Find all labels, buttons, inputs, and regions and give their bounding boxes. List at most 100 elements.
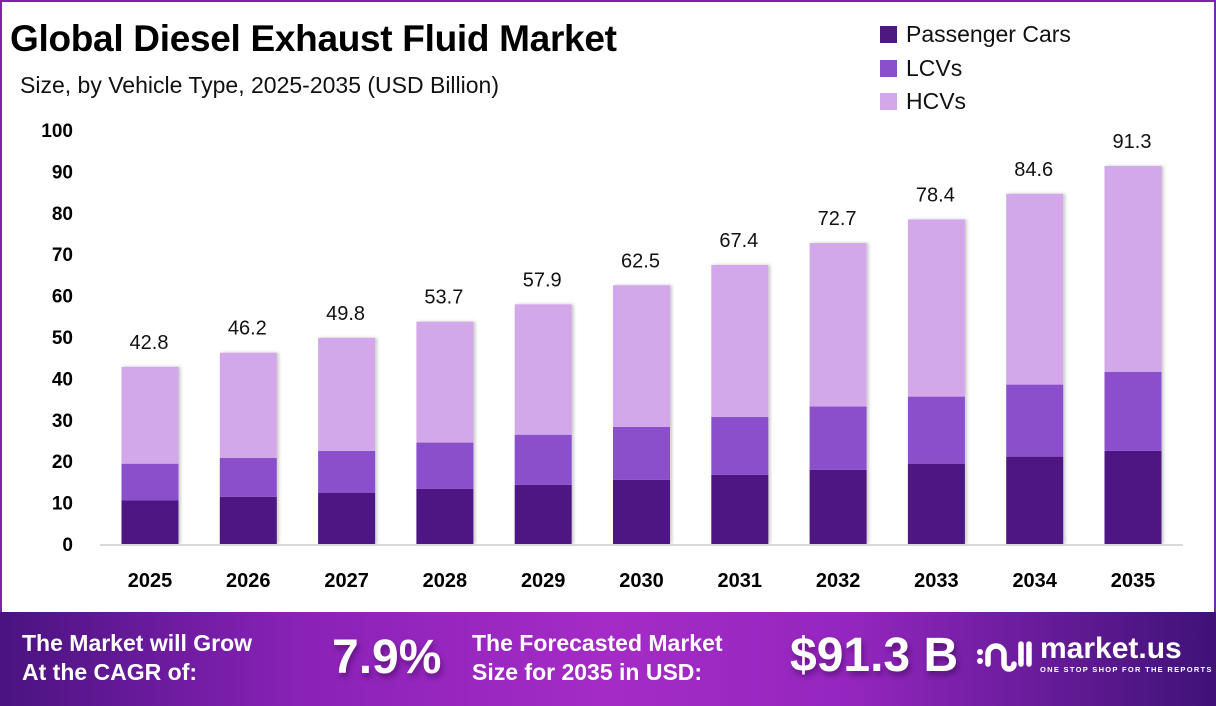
bar-segment-lcvs [416,442,474,489]
y-tick-label: 10 [52,494,73,515]
bar-segment-passenger-cars [1104,450,1162,544]
bar-segment-lcvs [613,426,670,480]
data-label: 46.2 [228,318,267,340]
bar-segment-hcvs [416,321,474,443]
x-tick-label: 2035 [1111,570,1156,592]
bar-segment-hcvs [514,304,572,435]
data-label: 57.9 [523,269,562,291]
forecast-value: $91.3 B [790,629,959,682]
bar-segment-lcvs [1006,384,1064,457]
y-tick-label: 0 [62,535,73,556]
x-tick-label: 2031 [718,570,763,592]
legend: Passenger Cars LCVs HCVs [880,18,1071,119]
legend-swatch-lcvs [880,59,897,77]
logo-mark-icon [977,641,1032,672]
data-label: 53.7 [424,287,463,309]
bar-segment-lcvs [711,416,769,475]
data-label: 62.5 [621,250,660,272]
bar-segment-lcvs [318,450,376,493]
bars [121,166,1162,544]
chart-subtitle: Size, by Vehicle Type, 2025-2035 (USD Bi… [20,72,500,98]
x-tick-label: 2028 [423,570,468,592]
data-label: 72.7 [818,208,857,230]
bar-segment-hcvs [121,366,179,464]
y-tick-label: 60 [52,287,73,308]
chart-title: Global Diesel Exhaust Fluid Market [10,18,617,59]
bar-segment-passenger-cars [416,488,474,544]
bar-segment-hcvs [1104,166,1162,372]
legend-label: HCVs [906,88,967,115]
bar-segment-passenger-cars [1006,456,1064,544]
data-labels: 42.8 46.2 49.8 53.7 57.9 62.5 67.4 72.7 78.4 84.6… [130,131,1152,354]
data-label: 49.8 [326,303,365,325]
legend-item-lcvs: LCVs [880,52,1071,86]
bar-stack-2025 [121,366,179,544]
bar-segment-lcvs [121,463,179,501]
x-tick-label: 2030 [619,570,664,592]
bar-stack-2033 [907,219,965,544]
bar-segment-lcvs [514,434,572,485]
x-tick-label: 2034 [1012,570,1057,592]
x-tick-label: 2026 [226,570,271,592]
x-tick-label: 2032 [816,570,861,592]
bar-segment-passenger-cars [219,496,277,544]
y-tick-label: 100 [41,121,73,142]
bar-segment-passenger-cars [711,474,769,544]
legend-item-passenger-cars: Passenger Cars [880,18,1071,52]
x-tick-label: 2033 [914,570,959,592]
bar-segment-passenger-cars [809,469,867,544]
forecast-caption: The Forecasted Market Size for 2035 in U… [472,629,723,687]
market-us-logo: market.us ONE STOP SHOP FOR THE REPORTS [976,634,1213,674]
y-tick-label: 40 [52,369,73,390]
bar-segment-lcvs [1104,371,1162,451]
data-label: 42.8 [130,332,169,354]
bar-segment-hcvs [1006,193,1064,385]
x-tick-label: 2029 [521,570,566,592]
x-tick-label: 2025 [128,570,173,592]
bar-segment-hcvs [219,352,277,458]
cagr-caption: The Market will Grow At the CAGR of: [22,629,252,687]
bar-segment-lcvs [907,396,965,464]
bar-stack-2031 [711,264,769,544]
bar-segment-passenger-cars [907,463,965,544]
data-label: 84.6 [1014,159,1053,181]
chart-frame [0,0,1216,612]
legend-swatch-passenger-cars [880,26,897,44]
y-tick-label: 70 [52,245,73,266]
bar-segment-passenger-cars [318,492,376,544]
data-label: 67.4 [719,230,758,252]
bar-segment-passenger-cars [514,484,572,544]
legend-item-hcvs: HCVs [880,85,1071,119]
bar-stack-2034 [1006,193,1064,544]
bar-segment-lcvs [809,406,867,470]
bar-segment-hcvs [809,243,867,407]
cagr-caption-line1: The Market will Grow [22,630,253,656]
bar-segment-passenger-cars [613,479,670,544]
y-tick-label: 90 [52,162,73,183]
bar-segment-lcvs [219,457,277,497]
bar-stack-2030 [613,285,670,544]
bar-segment-passenger-cars [121,500,179,544]
y-tick-label: 30 [52,411,73,432]
cagr-value: 7.9% [332,631,442,684]
bar-stack-2032 [809,243,867,544]
legend-label: Passenger Cars [906,21,1071,48]
bar-stack-2026 [219,352,277,544]
x-axis: 2025 2026 2027 2028 2029 2030 2031 2032 2033 2034… [128,570,1156,592]
bar-stack-2027 [318,337,376,544]
legend-label: LCVs [906,54,963,81]
legend-swatch-hcvs [880,93,897,111]
bar-segment-hcvs [318,337,376,451]
cagr-caption-line2: At the CAGR of: [22,659,198,685]
bar-stack-2029 [514,304,572,544]
x-tick-label: 2027 [324,570,369,592]
forecast-caption-line1: The Forecasted Market [472,630,723,656]
summary-banner: The Market will Grow At the CAGR of: 7.9… [0,612,1216,706]
bar-segment-hcvs [613,285,670,427]
y-tick-label: 50 [52,328,73,349]
data-label: 78.4 [916,184,955,206]
logo-name: market.us [1040,632,1182,665]
bar-stack-2028 [416,321,474,544]
bar-segment-hcvs [711,264,769,417]
